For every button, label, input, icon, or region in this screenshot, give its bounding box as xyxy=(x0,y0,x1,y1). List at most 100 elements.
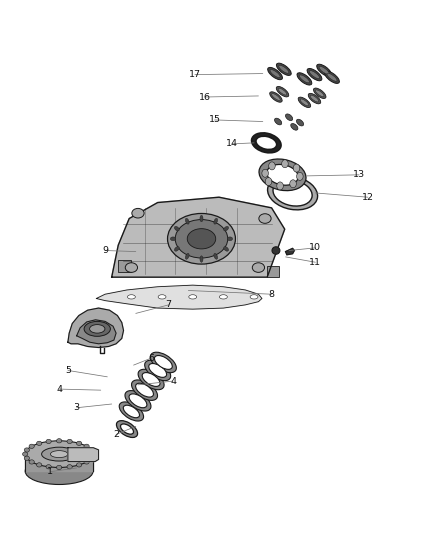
Ellipse shape xyxy=(300,99,309,106)
Ellipse shape xyxy=(132,208,144,218)
Ellipse shape xyxy=(67,465,72,469)
Ellipse shape xyxy=(67,439,72,443)
Ellipse shape xyxy=(136,383,153,397)
Ellipse shape xyxy=(279,66,289,73)
Ellipse shape xyxy=(273,180,312,206)
Ellipse shape xyxy=(317,64,332,77)
Text: 8: 8 xyxy=(268,290,275,298)
Ellipse shape xyxy=(256,136,277,150)
Circle shape xyxy=(293,164,300,172)
Ellipse shape xyxy=(168,213,236,264)
Ellipse shape xyxy=(125,263,138,272)
Ellipse shape xyxy=(42,447,77,461)
Ellipse shape xyxy=(84,460,89,464)
Ellipse shape xyxy=(298,97,311,108)
Ellipse shape xyxy=(29,460,34,464)
Ellipse shape xyxy=(23,452,28,456)
Bar xyxy=(267,266,279,277)
Ellipse shape xyxy=(57,465,62,470)
Polygon shape xyxy=(96,285,262,309)
Ellipse shape xyxy=(117,421,138,438)
Ellipse shape xyxy=(307,68,322,81)
Ellipse shape xyxy=(310,95,319,102)
Ellipse shape xyxy=(286,114,293,120)
Polygon shape xyxy=(286,248,294,255)
Polygon shape xyxy=(77,320,116,344)
Text: 4: 4 xyxy=(56,385,62,393)
Ellipse shape xyxy=(189,295,197,299)
Text: 2: 2 xyxy=(113,430,119,439)
Ellipse shape xyxy=(89,325,105,333)
Text: 3: 3 xyxy=(74,403,80,412)
Polygon shape xyxy=(68,448,99,462)
Ellipse shape xyxy=(270,70,280,77)
Ellipse shape xyxy=(24,456,29,461)
Ellipse shape xyxy=(123,405,140,418)
Ellipse shape xyxy=(77,441,82,446)
Ellipse shape xyxy=(46,465,51,469)
Ellipse shape xyxy=(50,451,68,457)
Ellipse shape xyxy=(214,253,218,259)
Circle shape xyxy=(297,172,303,180)
Ellipse shape xyxy=(125,391,151,411)
Text: 1: 1 xyxy=(47,467,53,476)
Ellipse shape xyxy=(29,444,34,448)
Text: 6: 6 xyxy=(148,354,154,362)
Circle shape xyxy=(265,177,272,185)
Ellipse shape xyxy=(25,441,93,467)
Text: 12: 12 xyxy=(362,193,374,201)
Ellipse shape xyxy=(252,263,265,272)
Ellipse shape xyxy=(77,463,82,467)
Ellipse shape xyxy=(259,159,306,191)
Ellipse shape xyxy=(319,67,329,74)
Ellipse shape xyxy=(327,74,337,81)
Ellipse shape xyxy=(175,220,228,258)
Ellipse shape xyxy=(251,133,281,153)
Ellipse shape xyxy=(185,219,189,224)
Ellipse shape xyxy=(174,247,179,251)
Ellipse shape xyxy=(276,86,289,97)
Polygon shape xyxy=(25,454,93,471)
Circle shape xyxy=(277,182,283,190)
Text: 11: 11 xyxy=(309,258,321,266)
Ellipse shape xyxy=(145,360,171,381)
Text: 17: 17 xyxy=(189,70,201,79)
Ellipse shape xyxy=(84,444,89,448)
Ellipse shape xyxy=(270,92,282,102)
Ellipse shape xyxy=(268,67,283,80)
Ellipse shape xyxy=(224,247,229,251)
Ellipse shape xyxy=(275,118,282,125)
Ellipse shape xyxy=(267,165,298,185)
Ellipse shape xyxy=(149,364,166,377)
Polygon shape xyxy=(112,197,285,277)
Ellipse shape xyxy=(214,219,218,224)
Text: 16: 16 xyxy=(199,93,211,101)
Ellipse shape xyxy=(131,380,158,400)
Ellipse shape xyxy=(224,227,229,231)
Ellipse shape xyxy=(36,463,42,467)
Ellipse shape xyxy=(89,456,94,461)
Ellipse shape xyxy=(174,227,179,231)
Bar xyxy=(118,260,131,272)
Circle shape xyxy=(282,160,288,168)
Ellipse shape xyxy=(57,439,62,443)
Ellipse shape xyxy=(219,295,227,299)
Ellipse shape xyxy=(129,394,147,408)
Ellipse shape xyxy=(142,373,160,386)
Ellipse shape xyxy=(268,176,318,210)
Ellipse shape xyxy=(46,439,51,443)
Ellipse shape xyxy=(314,88,326,99)
Ellipse shape xyxy=(297,119,304,126)
Ellipse shape xyxy=(24,448,29,452)
Text: 14: 14 xyxy=(226,140,238,148)
Ellipse shape xyxy=(185,253,189,259)
Ellipse shape xyxy=(272,247,280,254)
Ellipse shape xyxy=(84,321,110,336)
Ellipse shape xyxy=(276,63,291,76)
Ellipse shape xyxy=(297,72,312,85)
Ellipse shape xyxy=(119,402,144,421)
Ellipse shape xyxy=(127,295,135,299)
Text: 13: 13 xyxy=(353,171,365,179)
Text: 15: 15 xyxy=(208,116,221,124)
Ellipse shape xyxy=(291,124,298,130)
